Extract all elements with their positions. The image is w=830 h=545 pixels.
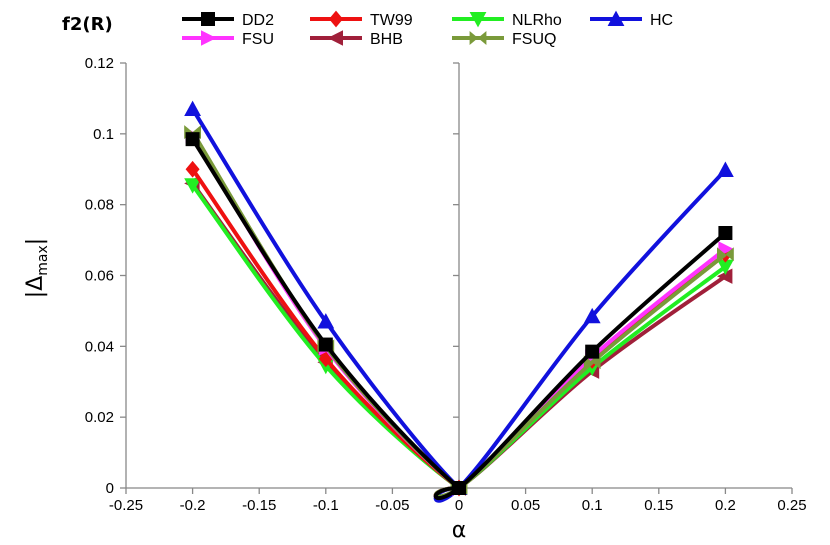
- y-axis-label-main: |Δ: [23, 276, 48, 298]
- series-line-right: [433, 231, 727, 501]
- legend-label: FSU: [242, 31, 274, 48]
- legend-item-fsu: FSU: [182, 30, 274, 48]
- chart-title: f2(R): [62, 14, 113, 35]
- x-axis-label: α: [452, 518, 467, 543]
- data-point: [329, 10, 343, 28]
- series-line-right: [433, 168, 727, 503]
- svg-text:|Δmax|: |Δmax|: [23, 238, 51, 298]
- series-dd2: [185, 132, 733, 501]
- marker-part: [725, 247, 734, 262]
- data-point: [717, 247, 726, 262]
- x-tick-label: -0.15: [242, 497, 276, 514]
- data-point: [201, 12, 215, 26]
- x-tick-label: 0: [455, 497, 463, 514]
- legend-label: BHB: [370, 31, 403, 48]
- data-point: [327, 30, 343, 46]
- y-tick-label: 0.08: [85, 197, 114, 214]
- axes: 0 0.02 0.04 0.06 0.08 0.1 0.12 -0.25 -0.2 -0.15 -0…: [85, 55, 807, 514]
- data-point: [184, 178, 201, 194]
- data-point: [583, 307, 601, 324]
- marker-part: [478, 31, 487, 45]
- legend-item-tw99: TW99: [310, 10, 413, 29]
- series-bhb: [184, 175, 733, 499]
- data-point: [185, 132, 200, 147]
- x-tick-label: 0.2: [715, 497, 736, 514]
- x-tick-label: -0.2: [180, 497, 206, 514]
- data-point: [585, 344, 600, 359]
- y-tick-label: 0: [106, 480, 114, 497]
- legend-item-bhb: BHB: [310, 30, 403, 48]
- y-tick-label: 0.04: [85, 338, 114, 355]
- x-tick-label: 0.15: [644, 497, 673, 514]
- x-tick-label: 0.1: [582, 497, 603, 514]
- legend-label: NLRho: [512, 12, 562, 29]
- data-point: [717, 259, 734, 276]
- x-tick-label: 0.05: [511, 497, 540, 514]
- series-layer: [184, 100, 734, 503]
- series-line-left: [190, 131, 461, 490]
- y-tick-label: 0.02: [85, 409, 114, 426]
- data-point: [469, 31, 478, 45]
- data-point: [317, 313, 335, 329]
- y-tick-label: 0.1: [93, 126, 114, 143]
- series-line-left: [190, 134, 461, 490]
- x-tick-label: -0.1: [313, 497, 339, 514]
- data-point: [318, 337, 333, 352]
- series-line-left: [190, 107, 461, 490]
- legend-item-fsuq: FSUQ: [452, 31, 556, 48]
- legend-label: HC: [650, 12, 673, 29]
- y-axis-label-close: |: [23, 238, 48, 245]
- y-axis-label: |Δmax|: [23, 238, 51, 298]
- legend-label: FSUQ: [512, 31, 556, 48]
- data-point: [185, 160, 200, 178]
- data-point: [469, 12, 487, 28]
- x-tick-label: 0.25: [777, 497, 806, 514]
- data-point: [201, 30, 217, 46]
- data-point: [607, 10, 625, 26]
- series-hc: [184, 100, 734, 503]
- legend-item-nlrho: NLRho: [452, 12, 562, 29]
- y-axis-label-sub: max: [35, 245, 51, 276]
- data-point: [184, 100, 201, 117]
- legend-label: DD2: [242, 12, 274, 29]
- marker-part: [592, 355, 601, 370]
- legend-label: TW99: [370, 12, 413, 29]
- y-tick-label: 0.06: [85, 268, 114, 285]
- data-point: [717, 268, 733, 284]
- x-tick-label: -0.25: [109, 497, 143, 514]
- legend-item-dd2: DD2: [182, 12, 274, 29]
- legend: DD2 TW99 NLRho HC FSU BHB FSUQ: [182, 10, 673, 48]
- data-point: [452, 481, 466, 495]
- data-point: [717, 161, 734, 177]
- y-tick-label: 0.12: [85, 55, 114, 72]
- legend-item-hc: HC: [590, 10, 673, 29]
- data-point: [718, 226, 733, 240]
- x-tick-label: -0.05: [375, 497, 409, 514]
- series-line-left: [190, 168, 461, 490]
